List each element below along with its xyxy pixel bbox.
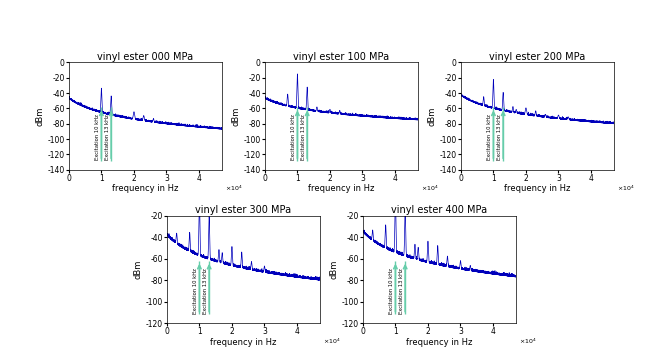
Y-axis label: dBm: dBm (232, 106, 240, 126)
Text: Excitation 10 kHz: Excitation 10 kHz (389, 268, 394, 314)
Text: $\times 10^4$: $\times 10^4$ (617, 184, 635, 193)
Y-axis label: dBm: dBm (428, 106, 437, 126)
Text: $\times 10^4$: $\times 10^4$ (421, 184, 439, 193)
X-axis label: frequency in Hz: frequency in Hz (210, 338, 277, 347)
Text: Excitation 10 kHz: Excitation 10 kHz (95, 115, 100, 160)
Title: vinyl ester 000 MPa: vinyl ester 000 MPa (97, 52, 193, 62)
Text: $\times 10^4$: $\times 10^4$ (323, 337, 340, 346)
Text: Excitation 13 kHz: Excitation 13 kHz (202, 268, 208, 314)
X-axis label: frequency in Hz: frequency in Hz (406, 338, 472, 347)
Title: vinyl ester 400 MPa: vinyl ester 400 MPa (392, 205, 487, 215)
X-axis label: frequency in Hz: frequency in Hz (504, 184, 570, 193)
Text: $\times 10^4$: $\times 10^4$ (225, 184, 242, 193)
Text: Excitation 10 kHz: Excitation 10 kHz (193, 268, 198, 314)
Title: vinyl ester 200 MPa: vinyl ester 200 MPa (489, 52, 585, 62)
Text: Excitation 10 kHz: Excitation 10 kHz (487, 115, 492, 160)
Text: Excitation 13 kHz: Excitation 13 kHz (497, 115, 501, 160)
X-axis label: frequency in Hz: frequency in Hz (112, 184, 179, 193)
Text: Excitation 13 kHz: Excitation 13 kHz (104, 115, 110, 160)
Text: Excitation 13 kHz: Excitation 13 kHz (399, 268, 403, 314)
Text: $\times 10^4$: $\times 10^4$ (519, 337, 537, 346)
Text: Excitation 10 kHz: Excitation 10 kHz (291, 115, 296, 160)
Y-axis label: dBm: dBm (330, 260, 339, 279)
Y-axis label: dBm: dBm (35, 106, 45, 126)
Title: vinyl ester 300 MPa: vinyl ester 300 MPa (195, 205, 292, 215)
Y-axis label: dBm: dBm (133, 260, 143, 279)
Text: Excitation 13 kHz: Excitation 13 kHz (300, 115, 306, 160)
Title: vinyl ester 100 MPa: vinyl ester 100 MPa (293, 52, 390, 62)
X-axis label: frequency in Hz: frequency in Hz (308, 184, 374, 193)
